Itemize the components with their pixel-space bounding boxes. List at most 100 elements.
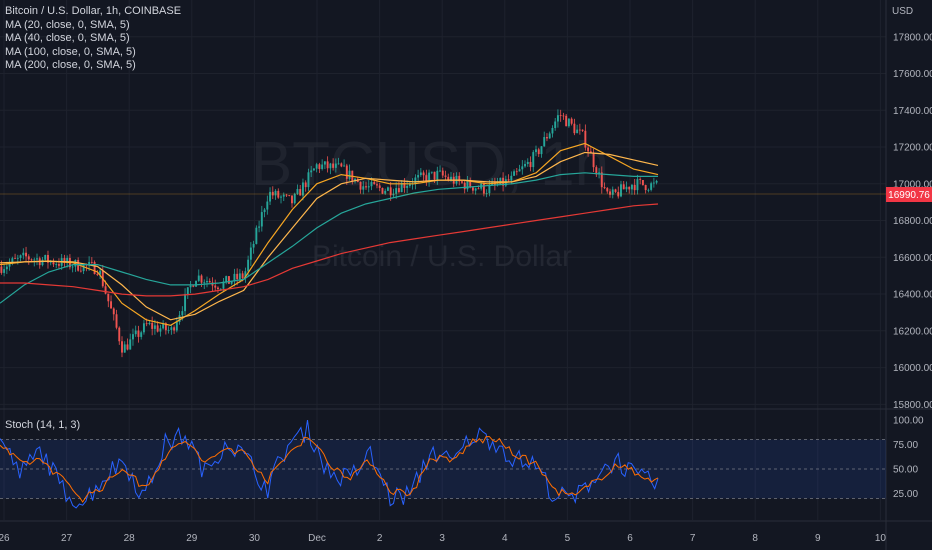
candle-body [3, 269, 6, 273]
candle-body [263, 209, 266, 213]
candle-body [16, 257, 19, 259]
candle-body [123, 344, 126, 353]
candle-body [52, 260, 55, 265]
candle-body [19, 255, 22, 258]
candle-body [606, 188, 609, 192]
candle-body [365, 186, 367, 188]
candle-body [236, 273, 239, 280]
candle-body [217, 287, 219, 290]
candle-body [230, 281, 233, 284]
stoch-axis: 100.00 75.00 50.00 25.00 [893, 416, 924, 501]
candle-body [548, 133, 551, 139]
legend-ma100[interactable]: MA (100, close, 0, SMA, 5) [5, 45, 136, 58]
candle-body [145, 323, 148, 325]
candle-body [488, 185, 491, 194]
candle-body [271, 191, 274, 196]
time-axis[interactable]: 26 27 28 29 30 Dec 2 3 4 5 6 7 8 9 10 [0, 533, 886, 544]
candle-body [132, 334, 134, 340]
candle-body [159, 328, 162, 332]
candle-body [156, 325, 159, 332]
candle-body [546, 137, 548, 139]
candle-body [203, 282, 206, 284]
x-tick-label: 9 [815, 533, 821, 544]
candle-body [164, 323, 167, 331]
candle-body [485, 193, 488, 194]
legend-ma200[interactable]: MA (200, close, 0, SMA, 5) [5, 59, 136, 71]
candle-body [403, 182, 406, 188]
watermark-symbol: BTCUSD, 1h [251, 130, 609, 199]
candle-body [189, 285, 192, 288]
y-tick-label: 16800.00 [893, 216, 932, 227]
price-axis[interactable]: 17800.00 17600.00 17400.00 17200.00 17000.00… [893, 32, 932, 411]
legend-ma40[interactable]: MA (40, close, 0, SMA, 5) [5, 32, 130, 44]
x-tick-label: 29 [186, 533, 198, 544]
legend-title: Bitcoin / U.S. Dollar, 1h, COINBASE [5, 5, 182, 17]
candle-body [458, 175, 461, 182]
candle-body [57, 264, 60, 266]
candle-body [567, 118, 570, 127]
candle-body [400, 182, 403, 193]
candle-body [647, 189, 650, 191]
candle-body [337, 163, 340, 165]
candle-body [422, 172, 425, 176]
candle-body [367, 186, 370, 188]
candle-body [521, 166, 524, 170]
candle-body [318, 164, 321, 169]
candle-body [386, 187, 389, 191]
candle-body [417, 175, 420, 178]
candle-body [428, 172, 431, 182]
candle-body [526, 161, 529, 165]
candle-body [603, 187, 606, 189]
x-tick-label: 26 [0, 533, 10, 544]
candle-body [652, 182, 655, 184]
ma100-line [0, 172, 658, 304]
candle-body [406, 185, 409, 188]
stoch-tick-label: 100.00 [893, 416, 924, 427]
candle-body [535, 149, 537, 153]
candle-body [118, 327, 121, 342]
candle-body [200, 275, 203, 283]
candle-body [644, 185, 647, 191]
candle-body [447, 176, 450, 180]
candle-body [419, 172, 422, 176]
candle-body [655, 180, 658, 183]
candle-body [587, 147, 590, 152]
ma40-line [0, 151, 659, 321]
candle-body [430, 171, 433, 173]
candle-body [99, 270, 102, 275]
candle-body [0, 266, 3, 273]
candle-body [126, 344, 129, 350]
candle-body [280, 196, 282, 198]
candle-body [439, 170, 441, 172]
candle-body [142, 323, 145, 333]
candle-body [219, 288, 222, 290]
candle-body [507, 179, 510, 181]
candle-body [25, 252, 28, 257]
legend-ma20[interactable]: MA (20, close, 0, SMA, 5) [5, 18, 130, 31]
candle-body [247, 259, 250, 272]
candle-body [397, 188, 400, 193]
stoch-legend[interactable]: Stoch (14, 1, 3) [5, 419, 81, 431]
candle-body [433, 171, 436, 180]
candle-body [554, 121, 557, 129]
y-tick-label: 15800.00 [893, 400, 932, 411]
candle-body [206, 281, 208, 283]
candle-body [556, 115, 559, 122]
candle-body [474, 188, 477, 191]
x-tick-label: 5 [565, 533, 571, 544]
candle-body [282, 194, 285, 197]
candle-body [66, 257, 69, 263]
candle-body [252, 243, 255, 248]
candle-body [162, 323, 165, 329]
candle-body [461, 181, 463, 183]
candle-body [140, 332, 143, 337]
candle-body [414, 177, 417, 184]
candle-body [44, 255, 47, 260]
candle-body [71, 266, 74, 268]
candle-body [565, 115, 568, 127]
stoch-pane [0, 420, 886, 509]
candle-body [301, 182, 304, 196]
candle-body [636, 179, 639, 191]
candle-body [33, 259, 36, 261]
